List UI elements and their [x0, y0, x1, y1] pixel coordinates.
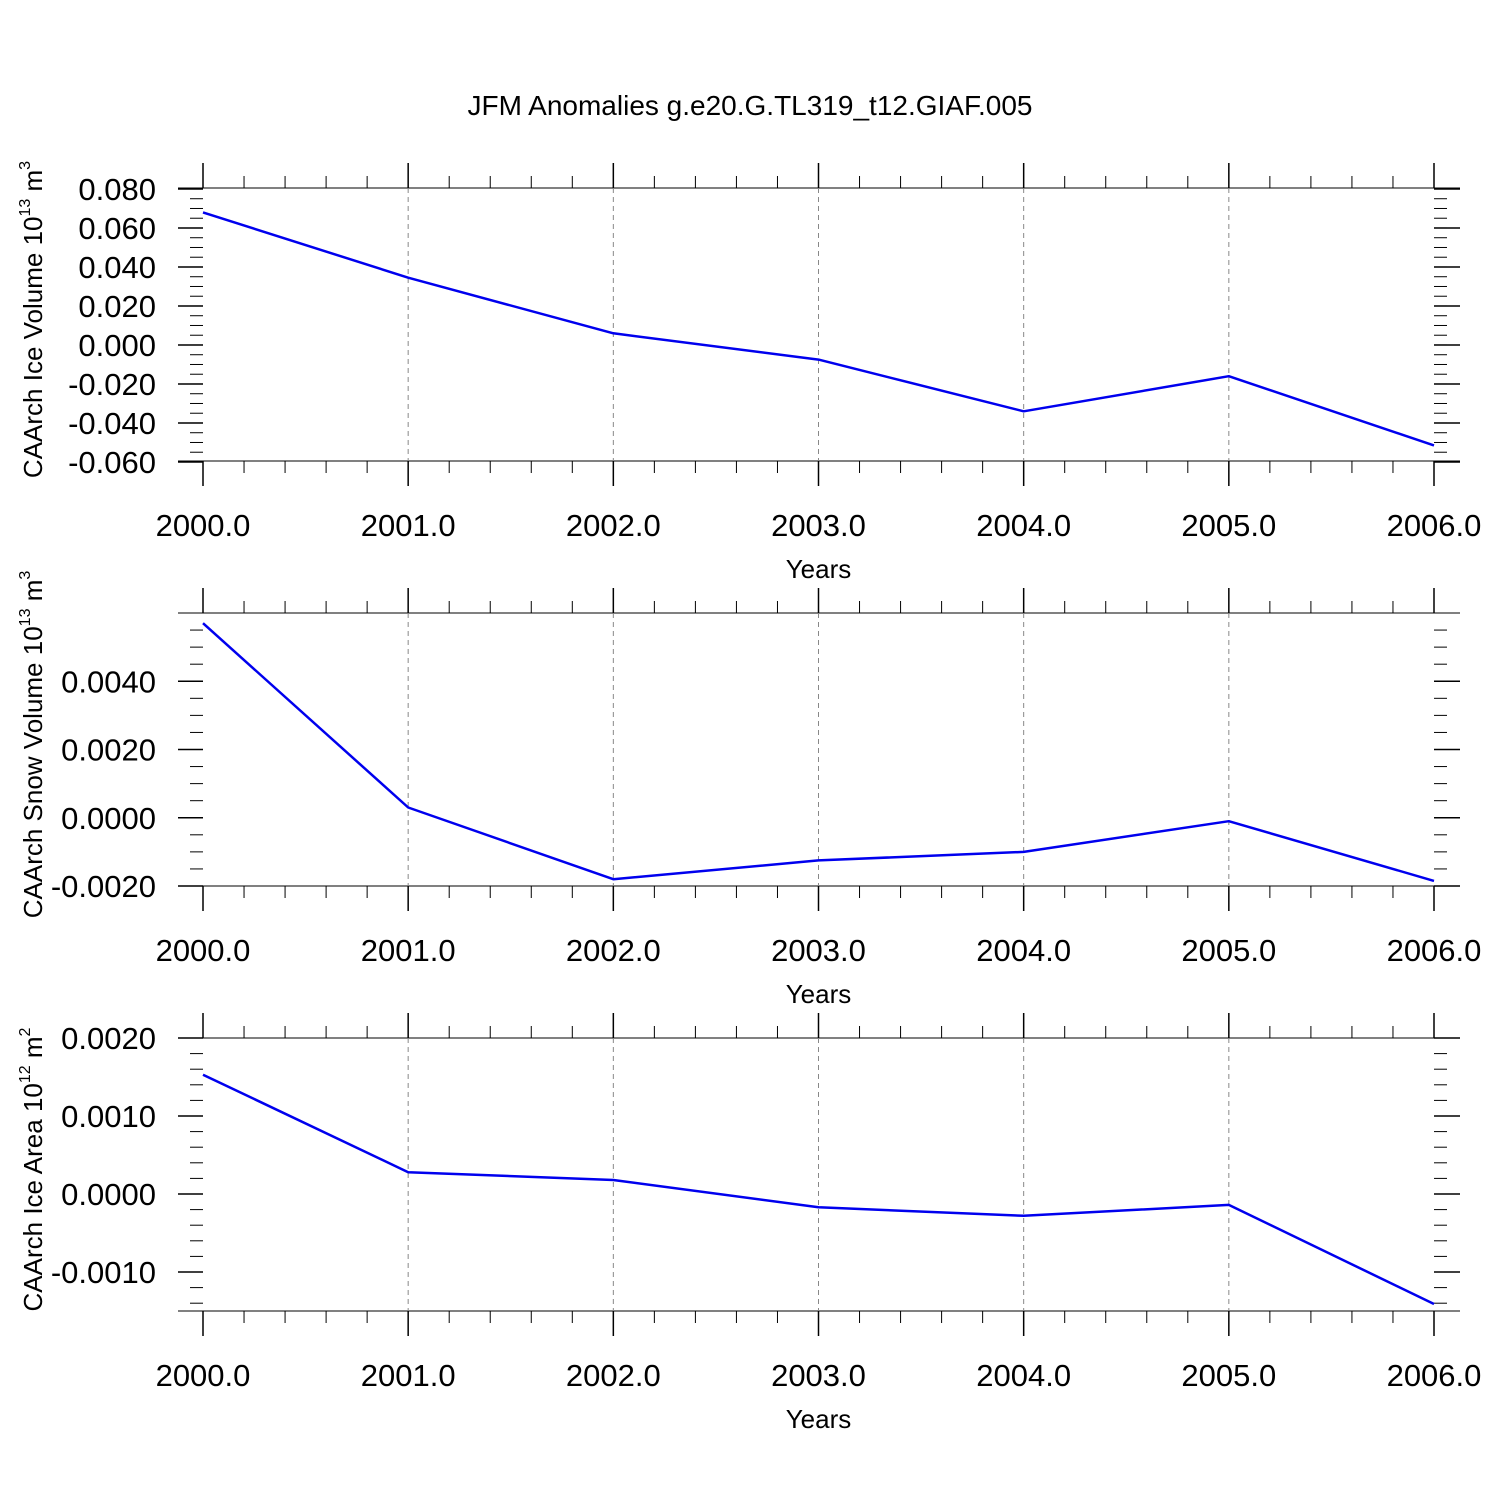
y-tick-label: 0.0000	[61, 801, 156, 836]
x-tick-label: 2005.0	[1181, 1358, 1276, 1393]
x-tick-label: 2003.0	[771, 508, 866, 543]
y-tick-label: 0.000	[78, 328, 156, 363]
y-tick-label: 0.0020	[61, 1021, 156, 1056]
x-tick-label: 2003.0	[771, 1358, 866, 1393]
x-tick-label: 2000.0	[156, 1358, 251, 1393]
y-tick-label: 0.0040	[61, 664, 156, 699]
figure-title: JFM Anomalies g.e20.G.TL319_t12.GIAF.005	[468, 90, 1033, 121]
x-tick-label: 2000.0	[156, 933, 251, 968]
y-tick-label: -0.060	[68, 445, 156, 480]
x-tick-label: 2004.0	[976, 933, 1071, 968]
panel-2: 2000.0 2001.0 2002.0 2003.0 2004.0 2005.0 2006…	[17, 571, 1481, 1009]
panel-3: 2000.0 2001.0 2002.0 2003.0 2004.0 2005.0 2006…	[17, 1013, 1481, 1434]
x-tick-label: 2005.0	[1181, 508, 1276, 543]
y-tick-label: 0.080	[78, 172, 156, 207]
panels: 2000.0 2001.0 2002.0 2003.0 2004.0 2005.0 2006…	[17, 161, 1481, 1434]
y-tick-label: 0.0020	[61, 733, 156, 768]
x-tick-label: 2000.0	[156, 508, 251, 543]
x-tick-label: 2006.0	[1387, 508, 1482, 543]
x-tick-label: 2006.0	[1387, 933, 1482, 968]
y-axis-label: CAArch Snow Volume 1013 m3	[17, 571, 48, 919]
panel-1: 2000.0 2001.0 2002.0 2003.0 2004.0 2005.0 2006…	[17, 161, 1481, 584]
x-tick-label: 2002.0	[566, 933, 661, 968]
series-line	[202, 211, 1435, 447]
y-tick-label: -0.0020	[51, 869, 156, 904]
x-tick-label: 2002.0	[566, 1358, 661, 1393]
y-tick-label: 0.040	[78, 250, 156, 285]
x-tick-label: 2004.0	[976, 508, 1071, 543]
x-axis-label: Years	[786, 979, 852, 1009]
x-tick-label: 2002.0	[566, 508, 661, 543]
y-tick-label: 0.020	[78, 289, 156, 324]
x-tick-label: 2005.0	[1181, 933, 1276, 968]
y-tick-label: 0.060	[78, 211, 156, 246]
x-axis-label: Years	[786, 554, 852, 584]
y-axis-label: CAArch Ice Volume 1013 m3	[17, 161, 48, 478]
x-tick-label: 2001.0	[361, 508, 456, 543]
y-axis-label: CAArch Ice Area 1012 m2	[17, 1027, 48, 1311]
y-tick-label: 0.0000	[61, 1177, 156, 1212]
y-tick-label: -0.020	[68, 367, 156, 402]
x-axis-label: Years	[786, 1404, 852, 1434]
y-tick-label: 0.0010	[61, 1099, 156, 1134]
x-tick-label: 2003.0	[771, 933, 866, 968]
x-tick-label: 2006.0	[1387, 1358, 1482, 1393]
y-tick-label: -0.0010	[51, 1255, 156, 1290]
x-tick-label: 2001.0	[361, 1358, 456, 1393]
x-tick-label: 2001.0	[361, 933, 456, 968]
y-tick-label: -0.040	[68, 406, 156, 441]
series-line	[202, 1073, 1435, 1306]
x-tick-label: 2004.0	[976, 1358, 1071, 1393]
